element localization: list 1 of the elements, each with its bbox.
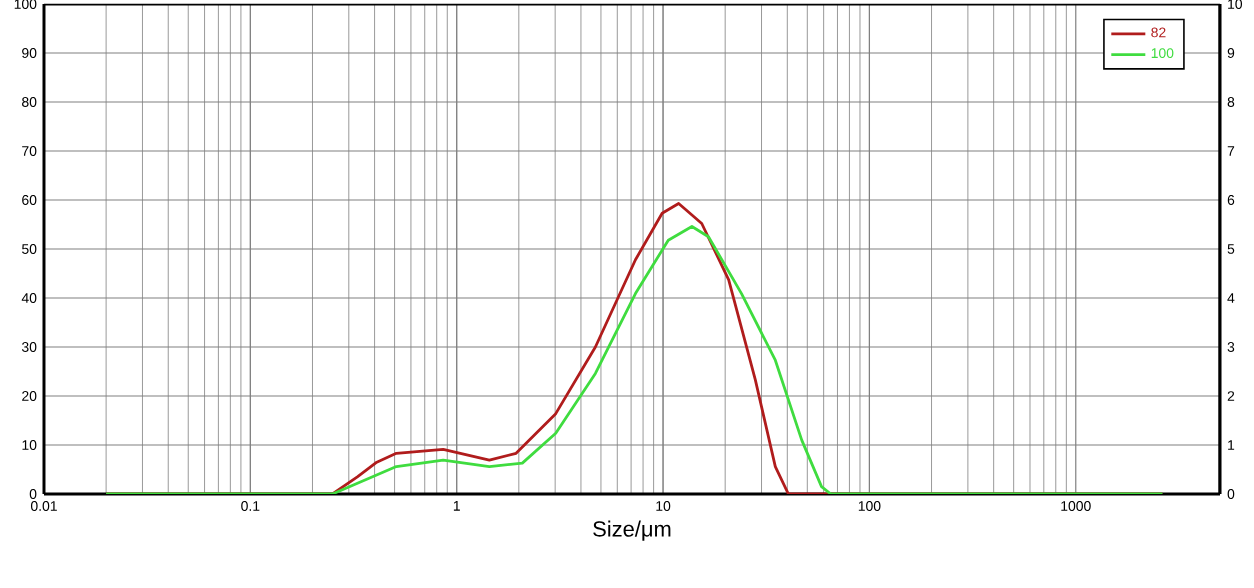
x-axis-title: Size/μm	[593, 520, 671, 541]
